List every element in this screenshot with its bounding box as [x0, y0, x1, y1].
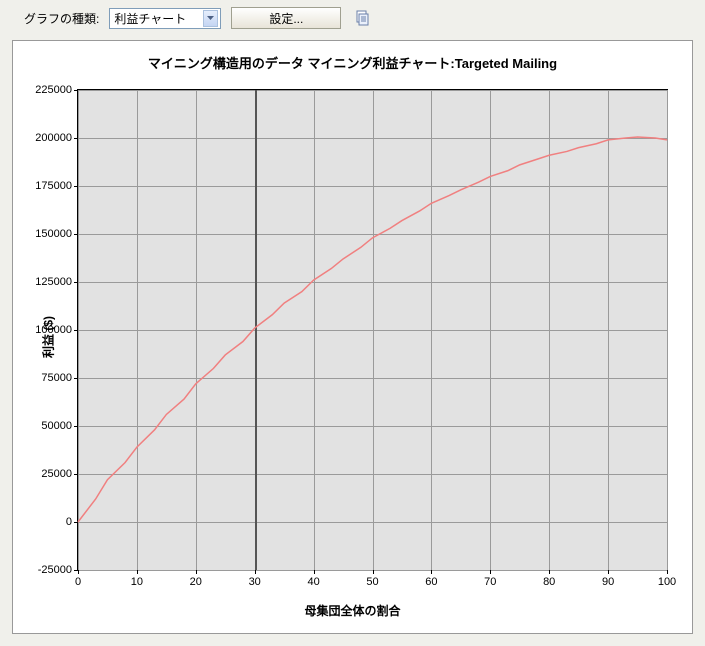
- copy-icon[interactable]: [351, 7, 373, 29]
- y-tick-label: 200000: [35, 132, 72, 144]
- y-tick-label: 100000: [35, 324, 72, 336]
- y-tick-label: -25000: [38, 564, 72, 576]
- x-tick-label: 100: [658, 576, 676, 588]
- x-tick-label: 40: [307, 576, 319, 588]
- chart-title: マイニング構造用のデータ マイニング利益チャート:Targeted Mailin…: [13, 41, 692, 78]
- plot-area: -250000250005000075000100000125000150000…: [77, 89, 668, 571]
- chart-type-dropdown[interactable]: 利益チャート: [109, 8, 221, 29]
- y-tick-label: 225000: [35, 84, 72, 96]
- dropdown-value: 利益チャート: [114, 10, 186, 27]
- x-tick-label: 90: [602, 576, 614, 588]
- x-tick-label: 0: [75, 576, 81, 588]
- gridline-v: [667, 90, 668, 570]
- y-tick-label: 125000: [35, 276, 72, 288]
- y-tick-label: 25000: [41, 468, 72, 480]
- x-tick-label: 80: [543, 576, 555, 588]
- y-tick-label: 75000: [41, 372, 72, 384]
- profit-curve: [78, 90, 667, 570]
- settings-button[interactable]: 設定...: [231, 7, 341, 29]
- x-tick-label: 70: [484, 576, 496, 588]
- y-tick-label: 175000: [35, 180, 72, 192]
- toolbar: グラフの種類: 利益チャート 設定...: [0, 0, 705, 36]
- x-axis-label: 母集団全体の割合: [13, 602, 692, 619]
- x-tick-label: 20: [190, 576, 202, 588]
- x-tick-label: 30: [249, 576, 261, 588]
- x-tick-label: 60: [425, 576, 437, 588]
- y-tick-label: 150000: [35, 228, 72, 240]
- chart-type-label: グラフの種類:: [24, 10, 99, 27]
- y-axis-label: 利益 ($): [40, 316, 57, 358]
- x-tick-label: 10: [131, 576, 143, 588]
- y-tick-label: 50000: [41, 420, 72, 432]
- x-tick-label: 50: [366, 576, 378, 588]
- y-tick-label: 0: [66, 516, 72, 528]
- chevron-down-icon: [203, 10, 218, 27]
- chart-panel: マイニング構造用のデータ マイニング利益チャート:Targeted Mailin…: [12, 40, 693, 634]
